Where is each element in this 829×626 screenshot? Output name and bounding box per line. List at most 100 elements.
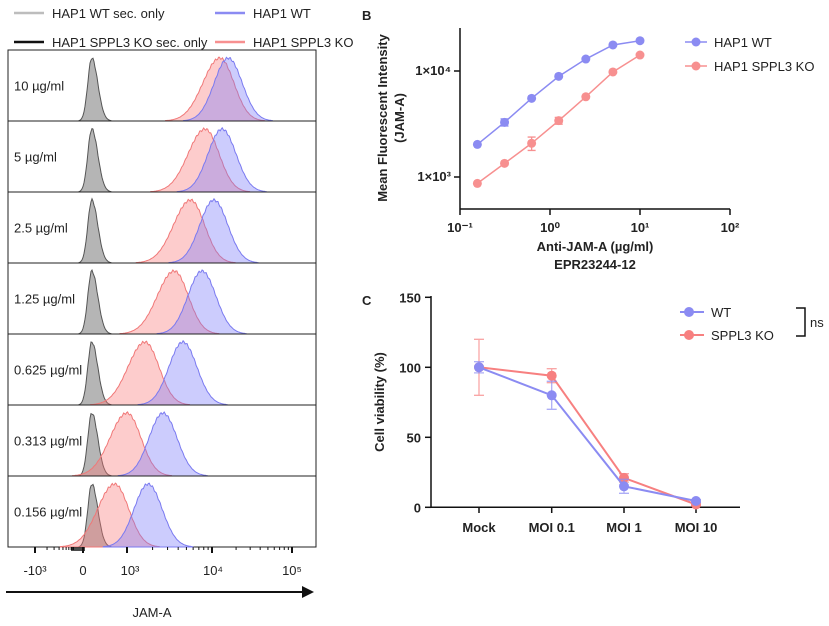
data-point [635,36,645,46]
y-axis-subtitle: (JAM-A) [392,93,407,143]
row-concentration-label: 0.313 µg/ml [14,434,82,449]
histogram-sec-only [78,341,112,406]
histogram-sppl3-ko [150,127,251,193]
data-point [635,50,645,60]
data-point [608,40,618,50]
histogram-row: 0.156 µg/ml [7,475,317,548]
histogram-row: 5 µg/ml [7,120,317,193]
histogram-wt [137,339,230,406]
x-tick-label: Mock [462,520,496,535]
y-axis-title: Mean Fluorescent Intensity [375,33,390,201]
row-concentration-label: 0.156 µg/ml [14,505,82,520]
histogram-sppl3-ko [135,198,237,264]
histogram-wt [182,56,275,122]
series-line [478,366,697,502]
row-concentration-label: 2.5 µg/ml [14,221,68,236]
histogram-sec-only [78,57,112,122]
histogram-frame [7,120,317,193]
panel-b-chart: B 10⁻¹ 10⁰ 10¹ 10² 1×10³ 1×10⁴ Anti-JAM-A (µg/m… [362,8,814,272]
data-point [619,481,629,492]
histogram-frame [7,262,317,335]
histogram-row: 1.25 µg/ml [7,262,317,335]
histogram-row: 10 µg/ml [7,49,317,122]
data-point [474,362,484,373]
histogram-row: 0.313 µg/ml [7,404,317,477]
legend-marker [684,330,694,340]
x-tick-label: 10⁴ [203,563,223,578]
histogram-sec-only [78,127,112,193]
histogram-sppl3-ko [90,340,191,406]
x-tick-label: 10⁻¹ [447,220,473,235]
x-tick-label: MOI 0.1 [529,520,575,535]
legend-label: HAP1 WT [714,35,772,50]
histogram-sppl3-ko [59,482,161,548]
data-point [546,390,557,401]
y-tick-label: 1×10³ [417,169,451,184]
legend-label: HAP1 WT sec. only [52,6,165,21]
histogram-frame [7,191,317,264]
histogram-sec-only [78,197,112,264]
histogram-sppl3-ko [164,56,266,122]
legend-label: SPPL3 KO [711,328,774,343]
data-point [608,67,618,77]
data-point [581,54,591,64]
histogram-wt [156,269,249,335]
legend-marker [684,307,694,317]
panel-a-histograms: HAP1 WT sec. only HAP1 WT HAP1 SPPL3 KO se… [6,6,353,620]
legend-label: HAP1 SPPL3 KO [714,59,814,74]
significance-label: ns [810,315,824,330]
y-tick-label: 150 [399,290,421,305]
row-concentration-label: 5 µg/ml [14,150,57,165]
legend-marker [691,61,701,71]
histogram-sec-only [78,412,112,477]
data-point [500,117,510,127]
x-axis-title: JAM-A [133,605,172,620]
legend-label: HAP1 SPPL3 KO [253,35,353,50]
histogram-sppl3-ko [119,269,220,335]
histogram-frame [7,475,317,548]
data-point [500,158,510,168]
histogram-row: 0.625 µg/ml [7,333,317,406]
histogram-sppl3-ko [72,411,173,477]
significance-bracket [796,307,806,337]
arrow-head-icon [302,586,314,598]
panel-label: B [362,8,371,23]
panel-label: C [362,293,372,308]
row-concentration-label: 0.625 µg/ml [14,363,82,378]
x-tick-label: MOI 10 [675,520,718,535]
x-tick-label: 10⁰ [540,220,560,235]
data-point [691,496,701,506]
legend-label: HAP1 SPPL3 KO sec. only [52,35,208,50]
legend-label: WT [711,305,731,320]
y-tick-label: 0 [414,500,421,515]
series-line [476,39,641,145]
x-tick-label: 10² [721,220,740,235]
y-tick-label: 1×10⁴ [415,63,451,78]
x-tick-label: -10³ [23,563,47,578]
x-tick-label: 10¹ [631,220,650,235]
histogram-wt [176,126,269,193]
data-point [619,472,629,483]
x-axis-title: Anti-JAM-A (µg/ml) [537,239,654,254]
histogram-sec-only [78,269,112,335]
y-axis-title: Cell viability (%) [372,352,387,452]
data-point [472,178,482,188]
histogram-wt [117,411,210,477]
data-point [554,116,564,126]
histogram-frame [7,404,317,477]
legend-marker [691,37,701,47]
data-point [527,93,537,103]
data-point [527,138,537,148]
panel-c-chart: C 0 50 100 150 Mock MOI 0.1 MOI 1 MOI 10 Cell via… [362,290,824,535]
y-tick-label: 100 [399,360,421,375]
histogram-wt [168,197,261,264]
histogram-row: 2.5 µg/ml [7,191,317,264]
row-concentration-label: 1.25 µg/ml [14,292,75,307]
y-tick-label: 50 [407,430,421,445]
x-tick-label: MOI 1 [606,520,641,535]
legend-label: HAP1 WT [253,6,311,21]
histogram-frame [7,49,317,122]
histogram-wt [102,482,195,548]
data-point [581,92,591,102]
